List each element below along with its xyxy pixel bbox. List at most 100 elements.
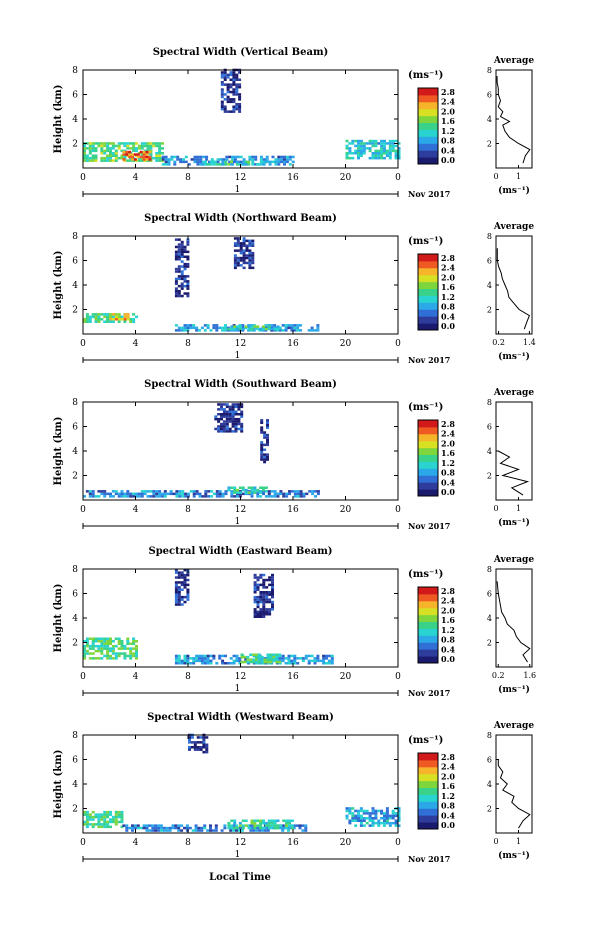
colorbar-frame <box>417 87 439 165</box>
data-cell <box>187 163 191 166</box>
data-cell <box>111 820 115 824</box>
average-frame <box>495 401 533 501</box>
colorbar-tick-label: 2.4 <box>441 596 455 606</box>
colorbar-swatch <box>418 822 438 830</box>
data-cell <box>223 76 227 79</box>
data-cell <box>220 81 224 84</box>
data-cell <box>111 657 115 660</box>
data-cell <box>188 736 191 739</box>
data-cell <box>351 819 355 822</box>
data-cell <box>302 495 306 498</box>
data-cell <box>106 649 110 653</box>
data-cell <box>263 658 267 661</box>
data-cell <box>88 152 92 155</box>
data-cell <box>151 824 155 827</box>
data-cell <box>183 586 187 589</box>
data-cell <box>186 262 190 266</box>
x-axis-label: Local Time <box>209 872 271 883</box>
data-cell <box>368 814 372 818</box>
data-cell <box>184 160 188 164</box>
data-cell <box>158 144 162 148</box>
data-cell <box>282 495 286 498</box>
data-cell <box>177 571 181 574</box>
y-axis-label: Height (km) <box>53 584 64 653</box>
data-cell <box>222 410 226 413</box>
data-cell <box>164 160 168 164</box>
data-cell <box>304 826 308 830</box>
data-cell <box>106 154 110 157</box>
data-cell <box>275 653 279 656</box>
data-cell <box>149 495 153 498</box>
data-cell <box>232 76 236 79</box>
data-cell <box>94 159 98 162</box>
colorbar-tick-label: 2.8 <box>441 586 455 596</box>
data-cell <box>224 324 227 327</box>
data-cell <box>83 644 86 648</box>
data-cell <box>97 647 101 650</box>
data-cell <box>180 598 184 601</box>
data-cell <box>85 815 89 819</box>
colorbar-tick-label: 0.0 <box>441 820 455 830</box>
data-cell <box>114 823 118 826</box>
data-cell <box>348 807 352 810</box>
data-cell <box>273 826 277 830</box>
data-cell <box>152 495 156 498</box>
data-cell <box>100 313 104 316</box>
data-cell <box>235 73 239 77</box>
data-cell <box>281 659 285 663</box>
colorbar-tick-label: 1.2 <box>441 458 455 468</box>
data-cell <box>230 486 234 489</box>
data-cell <box>345 814 349 818</box>
data-cell <box>235 90 239 94</box>
data-cell <box>174 253 178 256</box>
x-tick-label: 0 <box>395 672 401 682</box>
data-cell <box>374 812 378 815</box>
average-y-tick-label: 2 <box>487 805 492 814</box>
x-tick-label: 4 <box>133 339 139 349</box>
data-cell <box>106 159 110 162</box>
data-cell <box>243 655 247 659</box>
data-cell <box>174 591 178 594</box>
data-cell <box>181 492 185 496</box>
data-cell <box>232 81 236 84</box>
data-cell <box>177 588 181 591</box>
data-cell <box>388 139 392 143</box>
data-cell <box>183 267 187 271</box>
panel-5: Spectral Width (Westward Beam)Height (km… <box>53 712 534 864</box>
data-cell <box>236 242 240 245</box>
data-cell <box>125 829 129 832</box>
data-cell <box>242 237 246 240</box>
panel-4: Spectral Width (Eastward Beam)Height (km… <box>53 546 536 698</box>
data-cell <box>394 139 398 143</box>
data-cell <box>91 147 95 150</box>
data-cell <box>186 240 190 244</box>
data-cell <box>123 644 127 648</box>
plot-frame <box>82 734 399 834</box>
data-cell <box>215 326 219 330</box>
data-cell <box>377 152 381 155</box>
data-cell <box>240 413 244 416</box>
data-cell <box>234 427 238 431</box>
data-cell <box>88 318 92 321</box>
colorbar-unit: (ms⁻¹) <box>408 735 443 746</box>
data-cell <box>253 583 257 587</box>
data-cell <box>268 576 272 579</box>
data-cell <box>254 163 258 166</box>
colorbar-tick-label: 1.6 <box>441 116 455 126</box>
data-cell <box>251 259 255 262</box>
data-cell <box>266 424 269 427</box>
colorbar-swatch <box>418 621 438 629</box>
data-cell <box>97 649 101 653</box>
data-cell <box>97 318 101 321</box>
data-cell <box>235 93 239 96</box>
heatmap-cells <box>83 568 334 665</box>
data-cell <box>256 576 260 579</box>
data-cell <box>154 824 158 827</box>
data-cell <box>103 152 107 155</box>
data-cell <box>177 593 181 596</box>
data-cell <box>111 647 115 650</box>
colorbar-swatch <box>418 773 438 782</box>
data-cell <box>155 156 159 160</box>
data-cell <box>155 492 159 496</box>
data-cell <box>109 318 113 321</box>
